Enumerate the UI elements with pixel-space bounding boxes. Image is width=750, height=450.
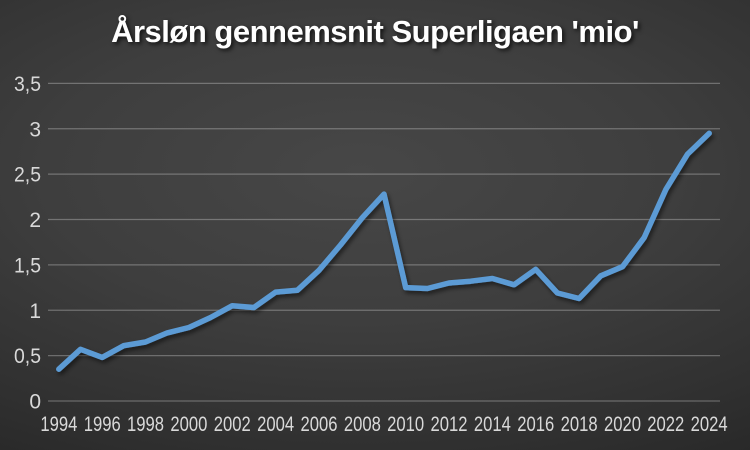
y-tick-label: 1,5 (14, 254, 41, 277)
y-tick-label: 2,5 (14, 164, 41, 187)
x-tick-label: 2004 (257, 413, 294, 436)
y-tick-label: 0 (29, 391, 41, 414)
x-tick-label: 2020 (604, 413, 641, 436)
x-tick-label: 2022 (647, 413, 684, 436)
x-tick-label: 2008 (344, 413, 381, 436)
x-tick-label: 2002 (214, 413, 251, 436)
x-tick-label: 2018 (561, 413, 598, 436)
x-tick-label: 2014 (474, 413, 511, 436)
x-tick-label: 1998 (127, 413, 164, 436)
x-axis-labels-group: 1994 1996 1998 2000 2002 2004 2006 2008 2010 2012… (40, 413, 728, 436)
x-tick-label: 2006 (300, 413, 337, 436)
x-tick-label: 2000 (170, 413, 207, 436)
y-tick-label: 2 (29, 209, 41, 232)
y-tick-label: 3,5 (14, 73, 41, 96)
salary-line-series (56, 130, 712, 372)
y-tick-label: 1 (29, 300, 41, 323)
y-axis-labels-group: 0 0,5 1 1,5 2 2,5 3 3,5 (14, 73, 41, 414)
data-series-group (56, 130, 712, 372)
y-tick-label: 3 (29, 118, 41, 141)
chart-title: Årsløn gennemsnit Superligaen 'mio' (111, 14, 639, 49)
y-tick-label: 0,5 (14, 345, 41, 368)
x-tick-label: 2012 (431, 413, 468, 436)
x-tick-label: 2016 (517, 413, 554, 436)
x-tick-label: 2010 (387, 413, 424, 436)
x-tick-label: 1994 (40, 413, 77, 436)
x-tick-label: 1996 (84, 413, 121, 436)
x-tick-label: 2024 (691, 413, 728, 436)
gridlines-group (48, 82, 720, 402)
